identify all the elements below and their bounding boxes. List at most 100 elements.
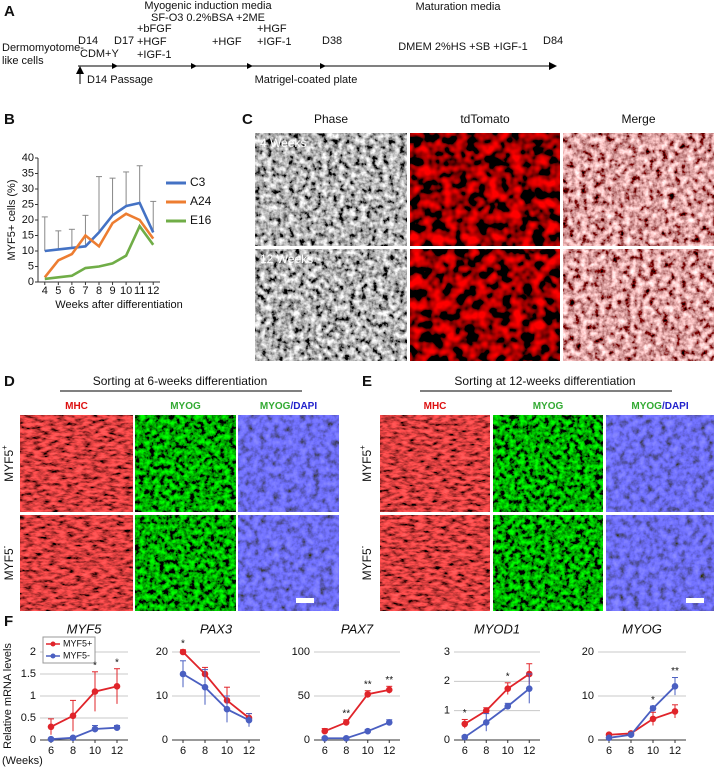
y-tick-label: 15 bbox=[22, 229, 34, 241]
scale-bar bbox=[296, 598, 314, 603]
y-tick-label: 3 bbox=[444, 646, 450, 658]
column-header: tdTomato bbox=[460, 112, 510, 126]
x-tick-label: 7 bbox=[82, 285, 88, 297]
x-tick-label: 6 bbox=[48, 745, 54, 757]
micrograph-texture bbox=[135, 515, 236, 611]
series-line bbox=[43, 212, 155, 279]
micrograph-texture bbox=[20, 515, 133, 611]
point bbox=[47, 723, 55, 731]
micrograph-texture bbox=[606, 415, 714, 512]
column-header-part: MYOG bbox=[533, 401, 564, 412]
timeline-text: D14 bbox=[78, 35, 98, 47]
point bbox=[385, 719, 393, 726]
series-line bbox=[324, 721, 390, 740]
row-label: MYF5- bbox=[0, 545, 16, 580]
timeline-text: Myogenic induction media bbox=[144, 0, 272, 12]
y-tick-label: 25 bbox=[22, 198, 34, 210]
x-tick-label: 6 bbox=[322, 745, 328, 757]
x-tick-label: 12 bbox=[523, 745, 535, 757]
x-tick-label: 10 bbox=[221, 745, 233, 757]
timeline-text: +HGF bbox=[137, 36, 167, 48]
timeline-text: D38 bbox=[322, 35, 342, 47]
x-tick-label: 6 bbox=[606, 745, 612, 757]
y-tick-label: 0 bbox=[304, 734, 310, 746]
timeline-text: Matrigel-coated plate bbox=[255, 74, 358, 86]
x-tick-label: 8 bbox=[628, 745, 634, 757]
legend-label: C3 bbox=[190, 175, 206, 189]
column-header-part: /DAPI bbox=[662, 401, 689, 412]
micrograph-texture bbox=[380, 415, 490, 512]
series-line bbox=[182, 673, 250, 722]
x-tick-label: 12 bbox=[669, 745, 681, 757]
y-tick-label: 10 bbox=[22, 245, 34, 257]
point bbox=[649, 715, 657, 723]
x-tick-label: 8 bbox=[343, 745, 349, 757]
point bbox=[364, 727, 372, 735]
series-line bbox=[464, 687, 530, 738]
y-tick-label: 1.5 bbox=[21, 668, 36, 680]
row-label-base: MYF5 bbox=[360, 450, 374, 482]
scale-bar bbox=[686, 598, 704, 603]
column-header: MYOG bbox=[533, 401, 564, 412]
point bbox=[47, 735, 55, 743]
x-tick-label: 8 bbox=[202, 745, 208, 757]
point bbox=[605, 734, 613, 742]
panel-title: Sorting at 12-weeks differentiation bbox=[454, 374, 635, 388]
row-label-base: MYF5 bbox=[360, 548, 374, 580]
legend-marker bbox=[50, 653, 56, 659]
y-tick-label: 5 bbox=[28, 260, 34, 272]
x-tick-label: 10 bbox=[120, 285, 132, 297]
x-axis-label: Weeks after differentiation bbox=[55, 299, 182, 311]
y-tick-label: 2 bbox=[30, 646, 36, 658]
timeline-text: D17 bbox=[114, 35, 134, 47]
point bbox=[342, 719, 350, 726]
x-axis-label: (Weeks) bbox=[2, 755, 43, 767]
column-header: MHC bbox=[65, 401, 88, 412]
point bbox=[649, 705, 657, 712]
column-header: MYOG/DAPI bbox=[260, 401, 317, 412]
micrograph-texture bbox=[255, 133, 407, 246]
point bbox=[461, 733, 469, 741]
x-tick-label: 10 bbox=[89, 745, 101, 757]
y-tick-label: 0 bbox=[28, 276, 34, 288]
y-tick-label: 20 bbox=[22, 214, 34, 226]
significance: ** bbox=[671, 666, 679, 677]
timeline-text: like cells bbox=[2, 55, 44, 67]
point bbox=[69, 734, 77, 742]
point bbox=[321, 727, 329, 735]
y-tick-label: 0.5 bbox=[21, 712, 36, 724]
timeline-text: +bFGF bbox=[137, 23, 172, 35]
point bbox=[482, 707, 490, 714]
point bbox=[385, 686, 393, 694]
significance: * bbox=[506, 671, 510, 682]
micrograph-texture bbox=[135, 415, 236, 512]
y-tick-label: 10 bbox=[582, 690, 594, 702]
y-tick-label: 0 bbox=[30, 734, 36, 746]
point bbox=[223, 705, 231, 713]
micrograph-texture bbox=[606, 515, 714, 611]
significance: ** bbox=[342, 708, 350, 719]
column-header-part: MYOG bbox=[631, 401, 662, 412]
series-line bbox=[464, 673, 530, 725]
chart-title: PAX7 bbox=[341, 621, 374, 636]
significance: * bbox=[181, 638, 185, 649]
y-tick-label: 10 bbox=[156, 690, 168, 702]
point bbox=[179, 670, 187, 678]
legend-marker bbox=[50, 641, 56, 647]
point bbox=[113, 683, 121, 690]
point bbox=[482, 719, 490, 726]
significance: * bbox=[651, 695, 655, 706]
x-tick-label: 8 bbox=[70, 745, 76, 757]
row-label: 12 Weeks bbox=[260, 252, 313, 266]
legend-box bbox=[42, 636, 96, 664]
point bbox=[504, 702, 512, 710]
legend-label: A24 bbox=[190, 194, 212, 208]
chart-title: MYF5 bbox=[67, 621, 102, 636]
timeline-text: +IGF-1 bbox=[257, 36, 292, 48]
point bbox=[342, 734, 350, 742]
micrograph-texture bbox=[255, 249, 407, 361]
x-tick-label: 6 bbox=[69, 285, 75, 297]
y-tick-label: 35 bbox=[22, 167, 34, 179]
x-tick-label: 6 bbox=[180, 745, 186, 757]
micrograph-texture bbox=[238, 515, 339, 611]
